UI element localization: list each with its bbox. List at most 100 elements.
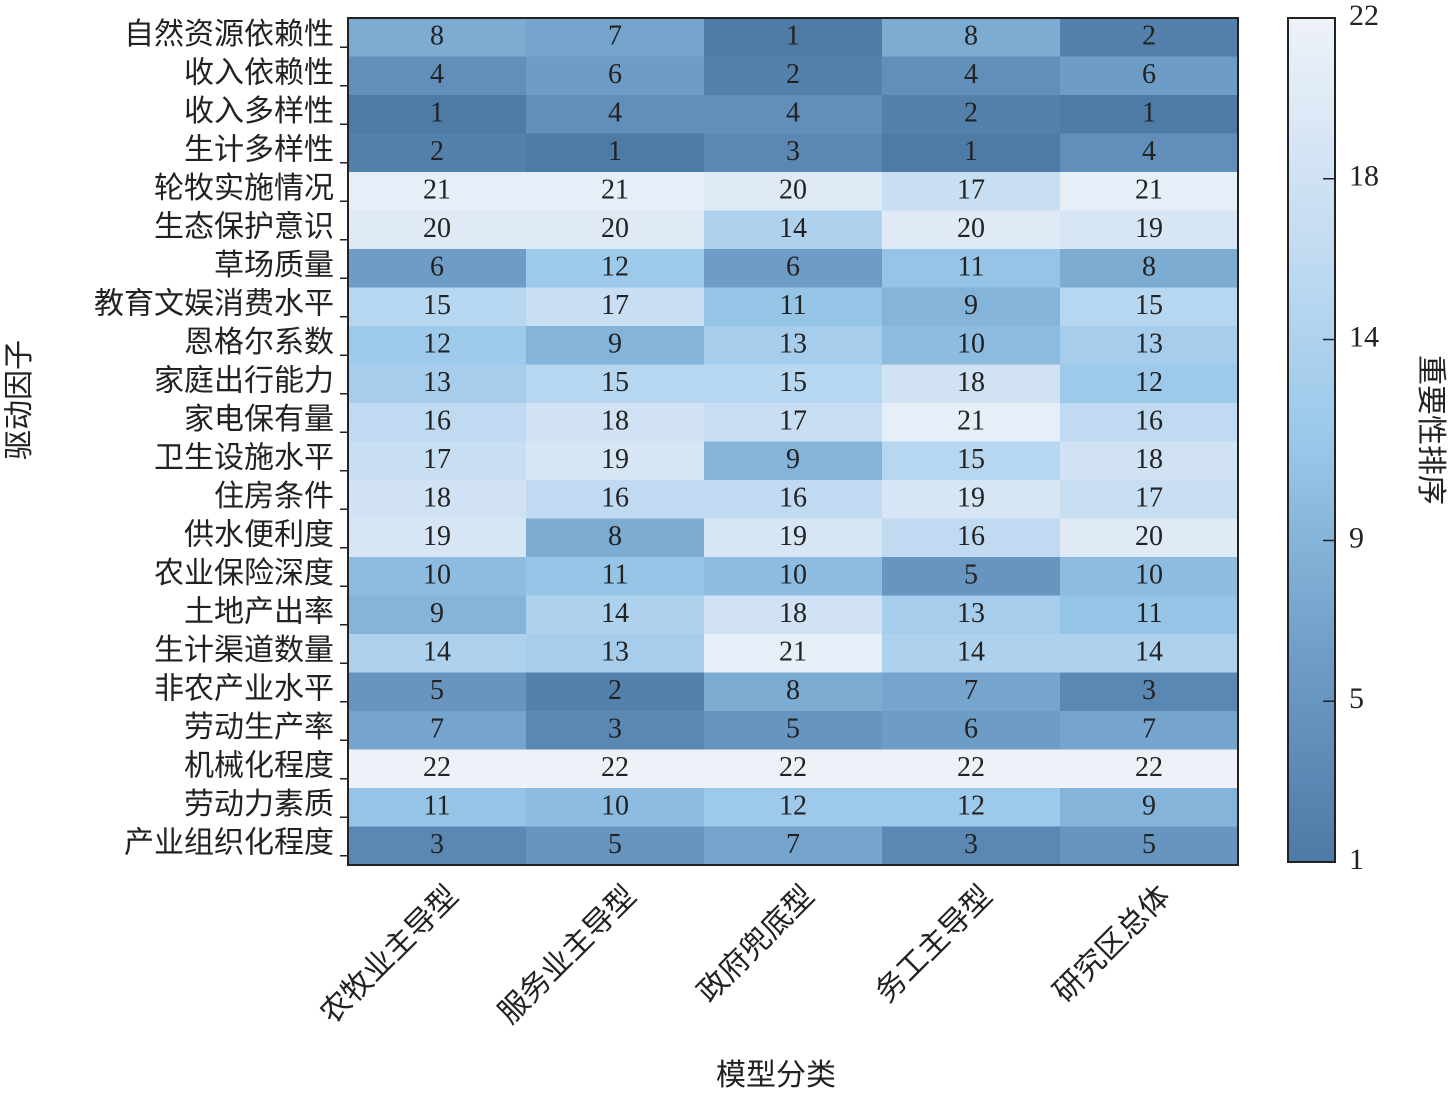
- cell-label: 13: [1135, 329, 1163, 360]
- heatmap-cell: [1060, 634, 1239, 673]
- heatmap-cell: [704, 326, 883, 365]
- heatmap-cell: [704, 749, 883, 789]
- cell-label: 5: [786, 714, 800, 745]
- cell-label: 9: [1142, 791, 1156, 822]
- heatmap-cell: [704, 403, 883, 442]
- cell-label: 5: [430, 675, 444, 706]
- heatmap-cell: [704, 133, 883, 173]
- heatmap-cell: [526, 210, 705, 250]
- y-tick-label: 生计渠道数量: [154, 634, 334, 667]
- cell-label: 20: [779, 175, 807, 206]
- cell-label: 15: [601, 367, 629, 398]
- heatmap-cell: [882, 364, 1061, 404]
- y-tick-label: 生计多样性: [184, 134, 334, 167]
- y-tick-label: 恩格尔系数: [184, 326, 334, 359]
- heatmap-cell: [704, 95, 883, 134]
- heatmap-cell: [526, 18, 705, 57]
- cell-label: 1: [786, 21, 800, 52]
- cell-label: 10: [601, 791, 629, 822]
- y-tick-label: 劳动生产率: [184, 711, 334, 744]
- cell-label: 2: [786, 59, 800, 90]
- x-tick-label: 研究区总体: [1047, 879, 1176, 1008]
- heatmap-cell: [1060, 56, 1239, 96]
- heatmap-cell: [882, 287, 1061, 327]
- cell-label: 22: [423, 752, 451, 783]
- heatmap-cell: [882, 557, 1061, 596]
- heatmap-cell: [526, 172, 705, 211]
- heatmap-cell: [348, 364, 527, 404]
- cell-label: 16: [957, 521, 985, 552]
- heatmap-cell: [882, 518, 1061, 558]
- heatmap-cell: [526, 95, 705, 134]
- heatmap-cell: [704, 18, 883, 57]
- cell-label: 17: [779, 406, 807, 437]
- cell-label: 14: [1135, 637, 1163, 668]
- y-tick-label: 草场质量: [214, 249, 334, 282]
- heatmap-cell: [1060, 95, 1239, 134]
- heatmap-cell: [1060, 749, 1239, 789]
- heatmap-cell: [526, 788, 705, 827]
- y-tick-label: 住房条件: [214, 480, 334, 513]
- heatmap-cell: [1060, 441, 1239, 481]
- y-tick-label: 劳动力素质: [184, 788, 334, 821]
- cell-label: 4: [430, 59, 444, 90]
- cell-label: 6: [608, 59, 622, 90]
- heatmap-cell: [704, 480, 883, 519]
- cell-label: 7: [964, 675, 978, 706]
- cell-label: 12: [1135, 367, 1163, 398]
- cell-label: 12: [423, 329, 451, 360]
- heatmap-cell: [526, 826, 705, 866]
- cell-label: 10: [1135, 560, 1163, 591]
- y-tick-label: 卫生设施水平: [154, 442, 334, 475]
- heatmap-cell: [882, 326, 1061, 365]
- heatmap-cell: [526, 441, 705, 481]
- cell-label: 19: [423, 521, 451, 552]
- heatmap-cell: [1060, 287, 1239, 327]
- cell-label: 21: [779, 637, 807, 668]
- cell-label: 15: [957, 444, 985, 475]
- heatmap-cell: [1060, 364, 1239, 404]
- heatmap-cell: [348, 634, 527, 673]
- cell-label: 18: [601, 406, 629, 437]
- heatmap-cell: [704, 826, 883, 866]
- colorbar-tick-label: 9: [1349, 521, 1364, 554]
- heatmap-cell: [704, 595, 883, 635]
- y-tick-label: 农业保险深度: [154, 557, 334, 590]
- y-tick-label: 家电保有量: [184, 403, 334, 436]
- cell-label: 12: [601, 252, 629, 283]
- heatmap-cell: [704, 364, 883, 404]
- heatmap-cell: [526, 249, 705, 288]
- cell-label: 7: [608, 21, 622, 52]
- cell-label: 19: [779, 521, 807, 552]
- heatmap-cell: [882, 133, 1061, 173]
- y-tick-label: 供水便利度: [184, 519, 334, 552]
- heatmap-cell: [526, 711, 705, 750]
- y-tick-label: 收入依赖性: [184, 57, 334, 90]
- cell-label: 20: [601, 213, 629, 244]
- cell-label: 8: [786, 675, 800, 706]
- cell-label: 3: [1142, 675, 1156, 706]
- cell-label: 14: [957, 637, 985, 668]
- heatmap-cell: [526, 326, 705, 365]
- cell-label: 22: [601, 752, 629, 783]
- heatmap-cell: [1060, 711, 1239, 750]
- heatmap-cell: [882, 95, 1061, 134]
- heatmap-cell: [526, 749, 705, 789]
- heatmap-cell: [526, 287, 705, 327]
- y-tick-label: 土地产出率: [184, 596, 334, 629]
- cell-label: 22: [957, 752, 985, 783]
- cell-label: 22: [779, 752, 807, 783]
- cell-label: 15: [1135, 290, 1163, 321]
- cell-label: 3: [964, 829, 978, 860]
- colorbar-tick-label: 18: [1349, 160, 1379, 193]
- heatmap-cell: [348, 18, 527, 57]
- cell-label: 3: [786, 136, 800, 167]
- heatmap-cell: [882, 441, 1061, 481]
- heatmap-cell: [882, 210, 1061, 250]
- heatmap-cell: [348, 249, 527, 288]
- cell-label: 4: [786, 98, 800, 129]
- heatmap-cell: [348, 480, 527, 519]
- cell-label: 18: [779, 598, 807, 629]
- heatmap-cell: [348, 326, 527, 365]
- y-tick-label: 轮牧实施情况: [154, 172, 334, 205]
